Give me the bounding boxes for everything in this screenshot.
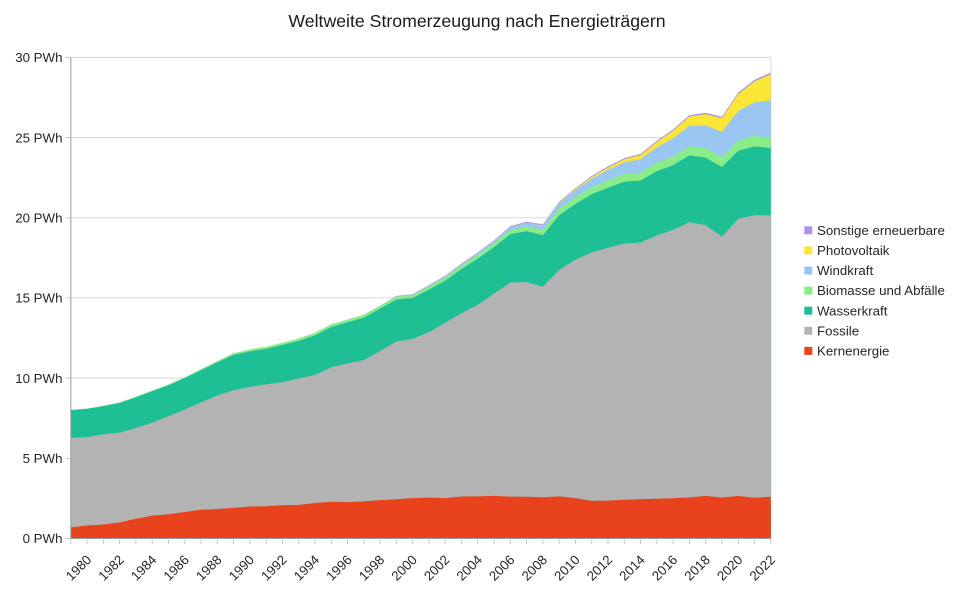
svg-text:Kernenergie: Kernenergie [817,344,889,359]
svg-text:25 PWh: 25 PWh [15,130,62,145]
svg-text:Biomasse und Abfälle: Biomasse und Abfälle [817,283,945,298]
svg-text:5 PWh: 5 PWh [23,451,63,466]
svg-text:Sonstige erneuerbare: Sonstige erneuerbare [817,223,945,238]
svg-text:Weltweite Stromerzeugung nach: Weltweite Stromerzeugung nach Energieträ… [288,11,665,31]
svg-text:0 PWh: 0 PWh [23,531,63,546]
svg-text:10 PWh: 10 PWh [15,371,62,386]
svg-text:Windkraft: Windkraft [817,263,873,278]
svg-text:20 PWh: 20 PWh [15,210,62,225]
svg-text:Wasserkraft: Wasserkraft [817,303,888,318]
svg-text:Photovoltaik: Photovoltaik [817,243,890,258]
svg-text:Fossile: Fossile [817,323,859,338]
svg-text:30 PWh: 30 PWh [15,50,62,65]
svg-text:15 PWh: 15 PWh [15,291,62,306]
